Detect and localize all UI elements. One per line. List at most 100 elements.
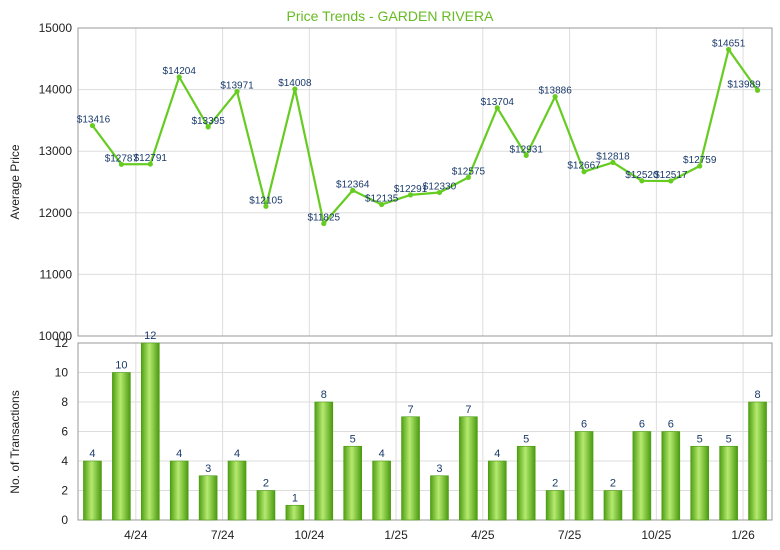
transactions-bar-label: 10 — [115, 360, 127, 372]
price-point — [176, 74, 182, 80]
transactions-bar-label: 5 — [697, 433, 703, 445]
transactions-y-tick-label: 6 — [61, 425, 68, 439]
x-tick-label: 7/24 — [211, 528, 235, 542]
price-data-label: $12364 — [336, 179, 370, 190]
transactions-bar-label: 7 — [407, 404, 413, 416]
transactions-bar — [430, 475, 449, 521]
price-y-tick-label: 13000 — [39, 144, 73, 158]
price-data-label: $12931 — [510, 144, 544, 155]
transactions-bar — [169, 460, 189, 521]
transactions-bar — [748, 401, 767, 521]
transactions-bar — [661, 431, 681, 521]
price-point — [639, 178, 645, 184]
transactions-bar-label: 2 — [610, 478, 616, 490]
price-data-label: $12759 — [683, 155, 717, 166]
transactions-bar — [487, 460, 507, 521]
price-point — [147, 161, 153, 167]
transactions-y-tick-label: 8 — [61, 395, 68, 409]
price-data-label: $13989 — [727, 79, 761, 90]
price-point — [205, 124, 211, 130]
price-data-label: $12575 — [452, 166, 486, 177]
transactions-bar — [401, 416, 420, 521]
price-y-axis-title: Average Price — [8, 144, 22, 219]
price-y-tick-label: 12000 — [39, 206, 73, 220]
transactions-bar — [459, 416, 478, 521]
price-data-label: $14204 — [163, 66, 197, 77]
transactions-bar — [256, 490, 276, 521]
price-point — [552, 94, 558, 100]
price-data-label: $12818 — [596, 151, 630, 162]
transactions-bar-label: 3 — [436, 463, 442, 475]
price-point — [379, 201, 385, 208]
transactions-y-tick-label: 2 — [61, 484, 68, 498]
price-point — [118, 161, 124, 167]
transactions-bar — [719, 445, 738, 521]
price-data-label: $12135 — [365, 193, 399, 204]
price-data-label: $12291 — [394, 184, 428, 195]
transactions-bar — [227, 460, 247, 521]
price-data-label: $14651 — [712, 38, 746, 49]
price-point — [234, 88, 240, 94]
price-point — [89, 122, 96, 129]
price-point — [523, 152, 529, 159]
transactions-bar-label: 4 — [89, 448, 95, 460]
transactions-bar-label: 5 — [350, 433, 356, 445]
transactions-y-tick-label: 12 — [55, 336, 69, 350]
transactions-bar-label: 3 — [205, 463, 211, 475]
price-data-label: $13971 — [220, 80, 254, 91]
transactions-bar-label: 6 — [668, 419, 674, 431]
x-tick-label: 4/24 — [124, 528, 148, 542]
price-point — [407, 192, 414, 198]
transactions-bar — [690, 445, 710, 521]
transactions-bar — [574, 431, 594, 521]
transactions-bar-label: 8 — [321, 389, 327, 401]
price-point — [436, 189, 443, 196]
transactions-bar — [545, 490, 565, 521]
transactions-bar-label: 7 — [465, 404, 471, 416]
price-data-label: $12517 — [654, 170, 688, 181]
price-y-tick-label: 10000 — [39, 329, 73, 343]
price-plot-frame — [77, 27, 773, 337]
price-point — [321, 220, 327, 227]
chart-title: Price Trends - GARDEN RIVERA — [287, 8, 495, 24]
x-tick-label: 1/26 — [731, 528, 755, 542]
x-tick-label: 7/25 — [558, 528, 582, 542]
price-y-tick-label: 14000 — [39, 83, 73, 97]
price-data-label: $12787 — [105, 153, 139, 164]
price-panel: 10000 11000 12000 13000 14000 15000 $13416 $127… — [39, 21, 773, 343]
price-data-label: $13886 — [538, 86, 572, 97]
transactions-bar — [603, 490, 623, 521]
price-data-label: $12105 — [249, 195, 283, 206]
transactions-bar-label: 1 — [292, 492, 298, 504]
transactions-plot-frame — [77, 342, 773, 521]
transactions-bar-label: 4 — [494, 448, 500, 460]
transactions-bar-label: 8 — [754, 389, 760, 401]
transactions-bar — [314, 401, 334, 521]
transactions-bar-label: 4 — [234, 448, 240, 460]
x-tick-label: 1/25 — [384, 528, 408, 542]
transactions-bar-label: 2 — [552, 478, 558, 490]
price-data-label: $13395 — [191, 116, 225, 127]
transactions-bar-label: 4 — [176, 448, 182, 460]
price-point — [350, 187, 356, 193]
transactions-bar — [285, 504, 305, 521]
price-data-label: $12330 — [423, 181, 457, 192]
transactions-bar-label: 2 — [263, 478, 269, 490]
price-data-label: $12667 — [567, 161, 601, 172]
transactions-bar — [140, 342, 160, 521]
transactions-bar — [112, 372, 131, 521]
x-tick-label: 4/25 — [471, 528, 495, 542]
transactions-bar-label: 12 — [144, 330, 156, 342]
price-data-label: $12791 — [134, 153, 168, 164]
price-point — [292, 86, 298, 92]
transactions-bar — [372, 460, 391, 521]
price-data-label: $13416 — [77, 115, 111, 126]
price-data-label: $11825 — [307, 213, 340, 224]
transactions-bar-label: 6 — [581, 419, 587, 431]
price-point — [581, 169, 587, 175]
price-data-label: $12520 — [625, 170, 659, 181]
price-point — [494, 105, 500, 111]
transactions-bar-label: 5 — [726, 433, 732, 445]
